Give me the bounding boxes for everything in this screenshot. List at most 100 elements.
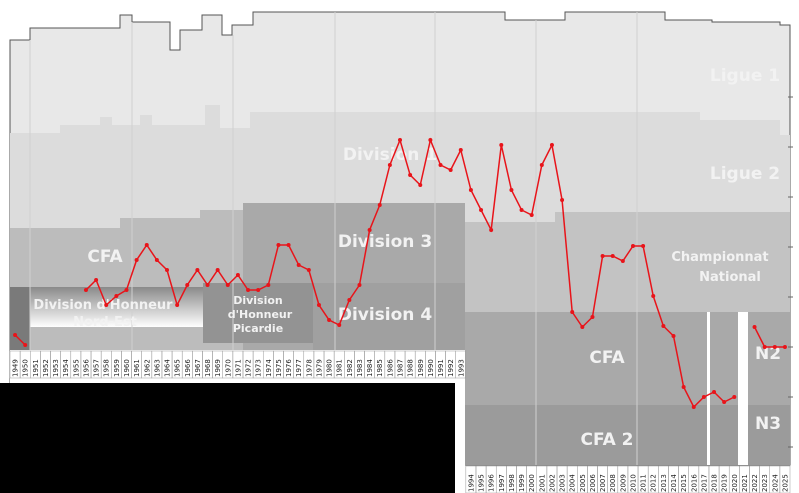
x-tick-label: 2017 [700,474,708,492]
band-cfa-right [465,312,790,405]
point [83,288,88,292]
x-tick-label: 2020 [731,474,739,492]
point [600,254,605,258]
point [225,283,230,287]
point [712,390,717,394]
point [195,268,200,272]
x-tick-label: 1958 [103,359,111,377]
x-tick-label: 1996 [488,474,496,492]
point [104,303,109,307]
point [165,268,170,272]
label: Division 3 [338,232,432,252]
division-labels: Ligue 1 Division 1 Ligue 2 Division 3 CF… [33,66,781,450]
x-tick-label: 1980 [326,359,334,377]
x-tick-label: 2021 [741,474,749,492]
x-tick-label: 2025 [781,474,789,492]
x-tick-label: 2016 [690,474,698,492]
x-tick-label: 2008 [609,474,617,492]
label: Division d'Honneur Nord-Est [33,298,173,330]
point [185,283,190,287]
point [468,188,473,192]
point [347,298,352,302]
x-tick-label: 1990 [427,359,435,377]
point [458,148,463,152]
point [94,278,99,282]
x-tick-label: 1967 [194,359,202,377]
point [519,208,524,212]
label: Ligue 2 [710,164,780,184]
x-tick-label: 2001 [538,474,546,492]
point [377,203,382,207]
point [438,163,443,167]
point [499,143,504,147]
x-tick-label: 1975 [275,359,283,377]
point [205,283,210,287]
x-tick-label: 1978 [305,359,313,377]
point [509,188,514,192]
point [489,228,494,232]
point [752,325,757,329]
x-tick-label: 1964 [164,359,172,377]
point [671,334,676,338]
point [620,259,625,263]
x-tick-label: 1968 [204,359,212,377]
point [772,345,777,349]
x-tick-label: 1974 [265,359,273,377]
gap [707,312,710,465]
line [753,326,785,348]
point [387,163,392,167]
point [762,345,767,349]
x-tick-label: 1976 [285,359,293,377]
x-tick-label: 1979 [315,359,323,377]
x-tick-label: 1965 [174,359,182,377]
x-tick-label: 1994 [467,474,475,492]
label-line: Division [233,294,283,307]
label-line: Picardie [233,322,283,335]
x-tick-label: 1966 [184,359,192,377]
point [367,228,372,232]
x-tick-label: 1973 [255,359,263,377]
x-tick-label: 1984 [366,359,374,377]
point [479,208,484,212]
point [316,303,321,307]
x-tick-label: 1977 [295,359,303,377]
line [14,334,26,346]
point [732,395,737,399]
x-tick-label: 1989 [417,359,425,377]
x-tick-label: 1951 [32,359,40,377]
x-tick-label: 1971 [234,359,242,377]
band-cfa2 [465,405,790,465]
point [357,283,362,287]
x-tick-label: 2010 [629,474,637,492]
x-tick-label: 1983 [356,359,364,377]
label-line: d'Honneur [228,308,293,321]
label-line: Nord-Est [73,315,137,330]
x-tick-label: 2013 [660,474,668,492]
x-tick-label: 1988 [407,359,415,377]
x-tick-label: 1997 [498,474,506,492]
point [590,315,595,319]
point [276,243,281,247]
point [154,258,159,262]
x-tick-label: 1987 [397,359,405,377]
point [408,173,413,177]
label: Ligue 1 [710,66,780,86]
point [114,294,119,298]
black-box [0,383,455,493]
x-tick-label: 1956 [82,359,90,377]
point [539,163,544,167]
x-tick-label: 2018 [711,474,719,492]
label-line: National [699,270,761,285]
point [580,325,585,329]
decade-lines [29,12,638,465]
label: Division 1 [343,145,437,165]
x-tick-label: 1957 [93,359,101,377]
label: N3 [755,414,781,434]
point [641,244,646,248]
point [661,324,666,328]
point [256,288,261,292]
x-tick-label: 1954 [62,359,70,377]
x-tick-label: 1992 [447,359,455,377]
x-tick-label: 1955 [72,359,80,377]
